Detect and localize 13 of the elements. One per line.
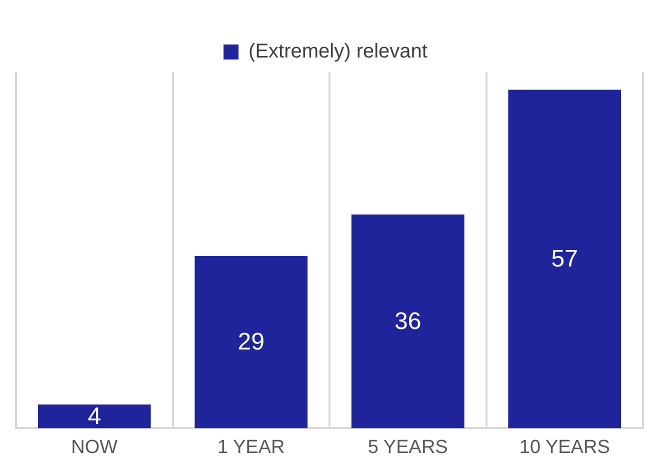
bar bbox=[508, 90, 622, 428]
data-label: 4 bbox=[88, 402, 102, 430]
data-label: 29 bbox=[238, 328, 264, 356]
x-tick-label: 1 YEAR bbox=[218, 436, 285, 458]
x-tick-label: NOW bbox=[71, 436, 118, 458]
x-tick-label: 10 YEARS bbox=[519, 436, 610, 458]
bar bbox=[38, 404, 151, 428]
data-label: 36 bbox=[394, 308, 422, 335]
x-tick-label: 5 YEARS bbox=[368, 436, 448, 458]
bar bbox=[351, 214, 464, 428]
data-label: 57 bbox=[551, 246, 578, 273]
bar bbox=[194, 256, 308, 428]
legend-label: (Extremely) relevant bbox=[248, 40, 428, 63]
